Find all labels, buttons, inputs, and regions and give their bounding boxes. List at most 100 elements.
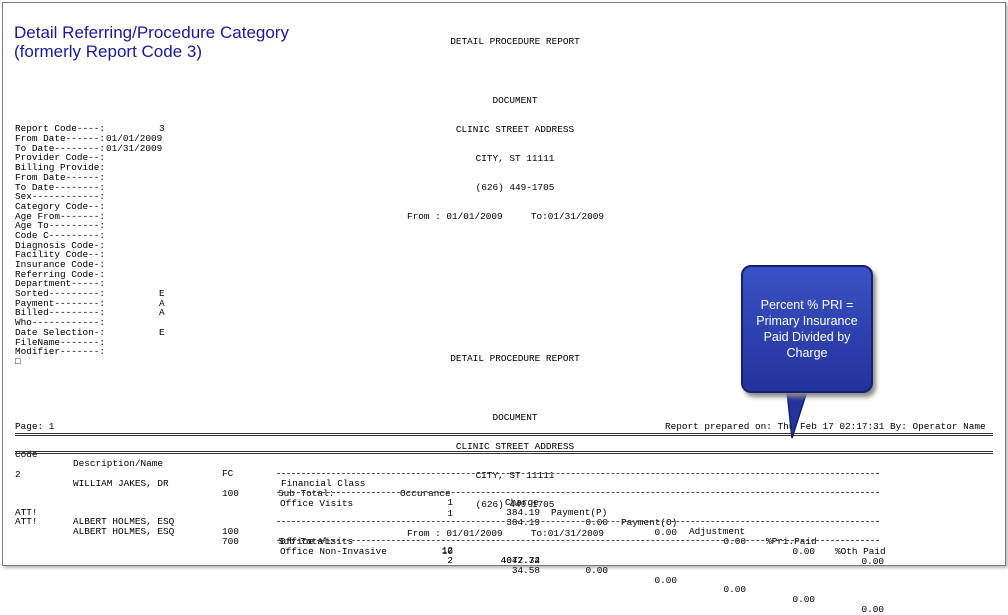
col-fc: FC: [222, 468, 234, 480]
parameter-row: Age To---------:: [15, 221, 105, 231]
subtotal-payment-p: 0.00: [585, 564, 608, 576]
subtotal-payment-o: 0.00: [654, 526, 677, 538]
parameter-label: Billing Provide:: [15, 162, 106, 174]
parameter-row: From Date------: 01/01/2009: [15, 134, 162, 144]
parameter-label: Report Code----:: [15, 123, 106, 135]
parameter-value: 01/01/2009: [106, 133, 163, 145]
header-city: CITY, ST 11111: [475, 152, 555, 164]
parameter-row: Sorted---------: E: [15, 288, 165, 300]
parameter-row: Age From-------:: [15, 210, 106, 222]
parameter-row: Date Selection-: E: [15, 326, 165, 338]
header-city-2: CITY, ST 11111: [475, 469, 555, 481]
parameter-row: Sex------------:: [15, 192, 105, 202]
header-document: DOCUMENT: [492, 94, 538, 106]
parameter-row: Modifier-------:: [15, 347, 105, 357]
parameter-label: Date Selection-:: [15, 326, 106, 338]
to-label-2: To:: [530, 528, 548, 540]
parameter-row: Report Code----: 3: [15, 123, 165, 135]
subtotal-rule: [277, 473, 879, 474]
callout-box: Percent % PRI = Primary Insurance Paid D…: [741, 265, 873, 393]
row-charge: 4042.74: [500, 555, 540, 567]
header-date-range: From : 01/01/2009 To:01/31/2009: [380, 212, 650, 222]
parameter-row: To Date--------:: [15, 181, 106, 193]
row-name: WILLIAM JAKES, DR: [73, 478, 169, 490]
parameter-label: To Date--------:: [15, 142, 106, 154]
parameter-row: FileName-------:: [15, 336, 106, 348]
report-name-2: DETAIL PROCEDURE REPORT: [450, 353, 580, 365]
document-title-line2: (formerly Report Code 3): [14, 42, 203, 61]
subtotal-rule: [277, 540, 879, 541]
parameter-label: Who------------:: [15, 317, 106, 329]
row-fc: 100: [222, 526, 239, 538]
table-row: ATT! ALBERT HOLMES, ESQ 100 Office Visit…: [0, 498, 1000, 565]
parameter-value: E: [159, 288, 165, 300]
subtotal-oth-paid: 0.00: [861, 555, 884, 567]
header-address: CLINIC STREET ADDRESS: [455, 123, 575, 135]
header-separator-top: [15, 433, 993, 436]
parameter-label: FileName-------:: [15, 336, 106, 348]
document-title: Detail Referring/Procedure Category (for…: [14, 23, 289, 61]
header-phone: (626) 449-1705: [475, 181, 555, 193]
parameter-label: To Date--------:: [15, 181, 106, 193]
parameter-value: 3: [159, 123, 165, 135]
row-fc: 100: [222, 488, 239, 500]
from-label: From :: [407, 211, 441, 223]
col-financial-class: Financial Class: [281, 477, 366, 489]
row-financial-class: Office Visits: [280, 535, 354, 547]
subtotal-payment-o: 0.00: [654, 574, 677, 586]
document-title-line1: Detail Referring/Procedure Category: [14, 23, 289, 42]
subtotal-label: Sub Total:: [278, 487, 335, 499]
subtotal-occurance: 1: [447, 497, 453, 509]
parameter-row: Billed---------: A: [15, 308, 165, 318]
report-name: DETAIL PROCEDURE REPORT: [450, 36, 580, 48]
parameter-label: Provider Code--:: [15, 152, 106, 164]
table-row: ATT! ALBERT HOLMES, ESQ 700 Office Non-I…: [0, 508, 1000, 575]
subtotal-pri-paid: 0.00: [792, 545, 815, 557]
row-name: ALBERT HOLMES, ESQ: [73, 526, 175, 538]
row-charge: 384.19: [506, 517, 540, 529]
subtotal-occurance: 12: [441, 545, 453, 557]
parameter-label: Payment--------:: [15, 297, 106, 309]
row-name: ALBERT HOLMES, ESQ: [73, 516, 175, 528]
subtotal-charge: 384.19: [506, 507, 540, 519]
to-label: To:: [530, 211, 548, 223]
parameter-value: E: [159, 326, 165, 338]
parameter-row: From Date------:: [15, 172, 105, 183]
row-occurance: 10: [441, 545, 453, 557]
parameter-row: Facility Code--:: [15, 250, 105, 260]
subtotal-charge: 4077.32: [500, 555, 540, 567]
header-document-2: DOCUMENT: [492, 411, 538, 423]
parameter-value: A: [159, 307, 165, 319]
from-label-2: From :: [407, 528, 441, 540]
parameter-label: Department-----:: [15, 278, 106, 290]
to-date: 01/31/2009: [547, 211, 604, 223]
parameter-label: Age From-------:: [15, 210, 106, 222]
column-header-row: Code Description/Name FC Financial Class…: [0, 440, 1000, 555]
parameter-label: Insurance Code-:: [15, 259, 106, 271]
subtotal-row: Sub Total: 1 384.19 0.00 0.00 0.00 0.00 …: [0, 479, 1000, 565]
row-occurance: 2: [447, 555, 453, 567]
report-header-top: DETAIL PROCEDURE REPORT DOCUMENT CLINIC …: [380, 18, 650, 231]
to-date-2: 01/31/2009: [547, 528, 604, 540]
col-occurance: Occurance: [400, 487, 451, 499]
table-row: 2 WILLIAM JAKES, DR 100 Office Visits 1 …: [0, 460, 1000, 527]
parameter-label: Sex------------:: [15, 191, 106, 203]
col-oth-paid: %Oth Paid: [835, 545, 886, 557]
parameter-label: Code C---------:: [15, 229, 106, 241]
subtotal-rule: [277, 492, 879, 493]
row-occurance: 1: [447, 507, 453, 519]
parameter-label: Diagnosis Code-:: [15, 239, 106, 251]
parameter-value: 01/31/2009: [106, 142, 163, 154]
row-financial-class: Office Visits: [280, 497, 354, 509]
parameter-label: Modifier-------:: [15, 346, 106, 358]
parameter-row: Provider Code--:: [15, 153, 105, 163]
parameter-value: A: [159, 297, 165, 309]
prepared-on: Report prepared on: Thu Feb 17 02:17:31 …: [665, 421, 986, 432]
row-code: ATT!: [15, 516, 38, 528]
header-address-2: CLINIC STREET ADDRESS: [455, 440, 575, 452]
parameter-row: Who------------:: [15, 318, 105, 328]
parameter-label: Sorted---------:: [15, 288, 106, 300]
row-financial-class: Office Non-Invasive: [280, 545, 387, 557]
col-adjustment: Adjustment: [689, 526, 746, 538]
parameter-row: Referring Code-:: [15, 269, 105, 280]
